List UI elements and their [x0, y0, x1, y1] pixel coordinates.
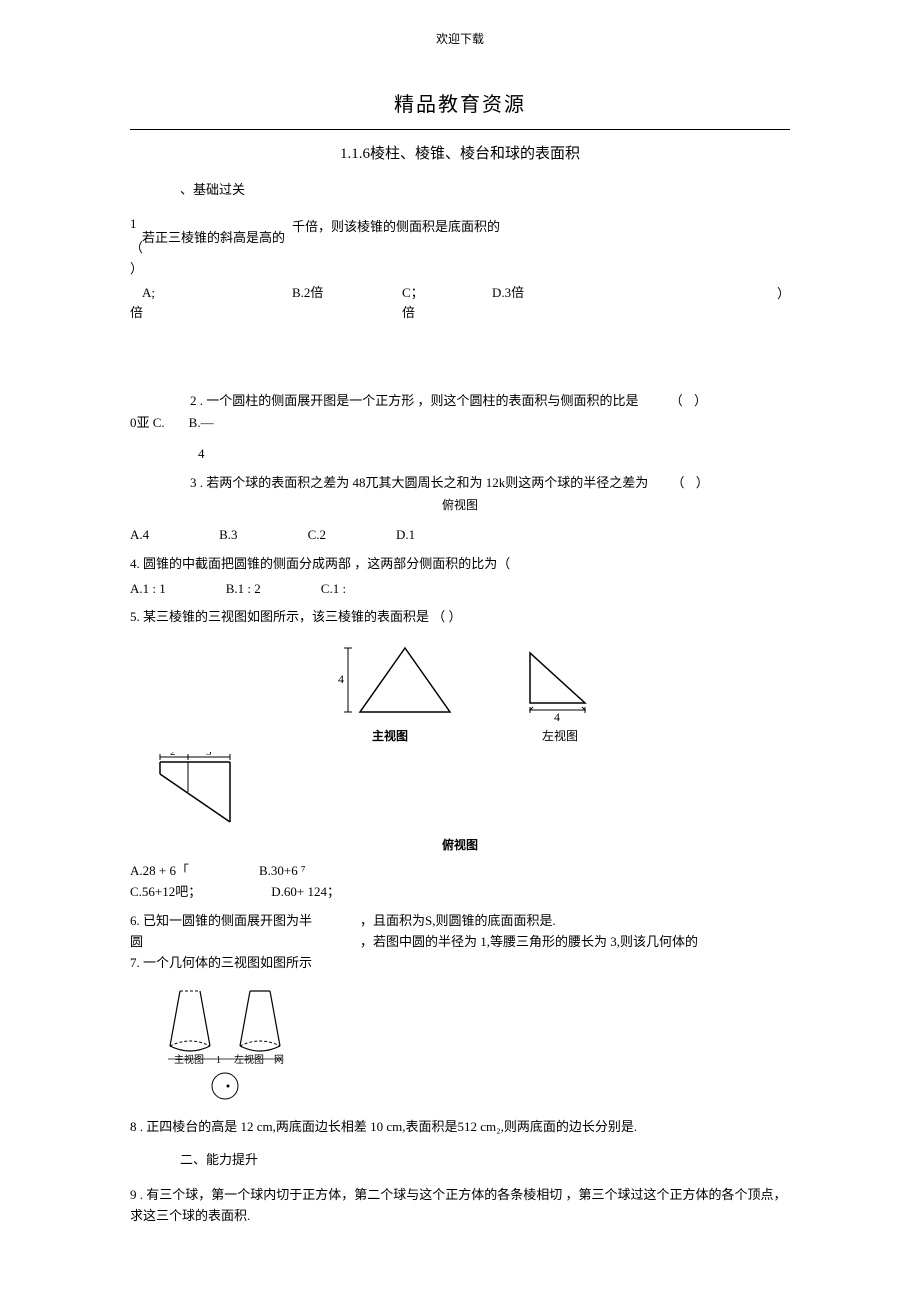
- q3-paren: （ ）: [672, 475, 713, 490]
- q3-optC: C.2: [308, 525, 326, 546]
- q1-paren: （ ）: [130, 238, 142, 280]
- q6-q7-block: 6. 已知一圆锥的侧面展开图为半 圆 7. 一个几何体的三视图如图所示 ，且面积…: [130, 911, 790, 973]
- right-triangle-icon: 4: [520, 648, 600, 723]
- q1-optA-1: A;: [142, 285, 155, 300]
- q5-optD: D.60+ 124；: [271, 882, 340, 903]
- q5-label-top: 俯视图: [130, 836, 790, 855]
- cone-views-icon: 主视图 1 左视图 网: [130, 981, 330, 1101]
- q6-line2: 圆: [130, 932, 340, 953]
- q3-optA: A.4: [130, 525, 149, 546]
- q2-optC: 0亚 C.: [130, 413, 165, 434]
- triangle-main-icon: 4: [320, 638, 460, 723]
- title-divider: [130, 129, 790, 130]
- q4-optC: C.1 :: [321, 579, 346, 600]
- q8-text: 8 . 正四棱台的高是 12 cm,两底面边长相差 10 cm,表面积是512 …: [130, 1117, 790, 1138]
- q5-optC: C.56+12吧；: [130, 882, 201, 903]
- q5-optB: B.30+6 ⁷: [259, 861, 306, 882]
- q2-text: 2 . 一个圆柱的侧面展开图是一个正方形 ，则这个圆柱的表面积与侧面积的比是: [190, 393, 639, 408]
- q1-optD: D.3倍: [492, 284, 592, 302]
- q1-optC-1: C；: [402, 284, 492, 302]
- q7-figure: 主视图 1 左视图 网: [130, 981, 790, 1101]
- sub-heading-2: 二、能力提升: [180, 1150, 790, 1171]
- q2-num4: 4: [198, 444, 790, 465]
- question-9: 9 . 有三个球，第一个球内切于正方体，第二个球与这个正方体的各条棱相切 ，第三…: [130, 1185, 790, 1227]
- q2-paren: （ ）: [670, 393, 711, 408]
- q1-optB: B.2倍: [292, 284, 402, 302]
- main-title: 精品教育资源: [130, 89, 790, 121]
- q4-text: 4. 圆锥的中截面把圆锥的侧面分成两部 ，这两部分侧面积的比为（: [130, 554, 790, 575]
- question-4: 4. 圆锥的中截面把圆锥的侧面分成两部 ，这两部分侧面积的比为（ A.1 : 1…: [130, 554, 790, 600]
- q4-optB: B.1 : 2: [226, 579, 261, 600]
- q6-line1b: ，且面积为S,则圆锥的底面面积是.: [360, 911, 790, 932]
- page-header: 欢迎下载: [130, 30, 790, 49]
- q5-fig-left: 4 左视图: [520, 648, 600, 746]
- q6-line1: 6. 已知一圆锥的侧面展开图为半: [130, 911, 340, 932]
- svg-text:4: 4: [338, 672, 344, 686]
- q5-label-left: 左视图: [520, 727, 600, 746]
- question-5: 5. 某三棱锥的三视图如图所示，该三棱锥的表面积是 （ ） 4 主视图 4: [130, 607, 790, 903]
- question-1: 1 若正三棱锥的斜高是高的 千倍，则该棱锥的侧面积是底面积的 （ ） A; B.…: [130, 215, 790, 323]
- svg-text:左视图: 左视图: [234, 1053, 264, 1066]
- q5-optA: A.28 + 6「: [130, 861, 189, 882]
- svg-text:3: 3: [206, 752, 212, 758]
- q2-optB: B.—: [189, 413, 214, 434]
- q6-line2b: ，若图中圆的半径为 1,等腰三角形的腰长为 3,则该几何体的: [360, 932, 790, 953]
- q1-top-right: 千倍，则该棱锥的侧面积是底面积的: [292, 217, 592, 238]
- question-8: 8 . 正四棱台的高是 12 cm,两底面边长相差 10 cm,表面积是512 …: [130, 1117, 790, 1138]
- q3-optD: D.1: [396, 525, 415, 546]
- q1-desc-1: 若正三棱锥的斜高是高的: [142, 229, 292, 247]
- q7-line1: 7. 一个几何体的三视图如图所示: [130, 953, 340, 974]
- q5-label-main: 主视图: [320, 727, 460, 746]
- q1-optA-2: 倍: [130, 304, 292, 322]
- sub-heading-1: 、基础过关: [180, 180, 790, 201]
- svg-text:主视图: 主视图: [174, 1053, 204, 1066]
- svg-text:网: 网: [274, 1054, 284, 1066]
- q1-optC-2: 倍: [402, 304, 492, 322]
- q4-optA: A.1 : 1: [130, 579, 166, 600]
- svg-text:2: 2: [170, 752, 176, 758]
- q1-right-paren: ）: [592, 284, 790, 305]
- question-2: 2 . 一个圆柱的侧面展开图是一个正方形 ，则这个圆柱的表面积与侧面积的比是 （…: [130, 391, 790, 465]
- top-view-icon: 2 3: [130, 752, 250, 832]
- q5-fig-top: 2 3 俯视图: [130, 752, 790, 855]
- q3-text: 3 . 若两个球的表面积之差为 48兀其大圆周长之和为 12k则这两个球的半径之…: [190, 475, 648, 490]
- q1-num: 1: [130, 215, 142, 233]
- svg-text:4: 4: [554, 710, 560, 723]
- q3-top-label: 俯视图: [130, 496, 790, 515]
- question-3: 3 . 若两个球的表面积之差为 48兀其大圆周长之和为 12k则这两个球的半径之…: [130, 473, 790, 546]
- q3-optB: B.3: [219, 525, 237, 546]
- q5-text: 5. 某三棱锥的三视图如图所示，该三棱锥的表面积是 （ ）: [130, 607, 790, 628]
- section-title: 1.1.6棱柱、棱锥、棱台和球的表面积: [130, 142, 790, 166]
- q9-text: 9 . 有三个球，第一个球内切于正方体，第二个球与这个正方体的各条棱相切 ，第三…: [130, 1185, 790, 1227]
- svg-text:1: 1: [216, 1055, 221, 1066]
- q5-fig-main: 4 主视图: [320, 638, 460, 746]
